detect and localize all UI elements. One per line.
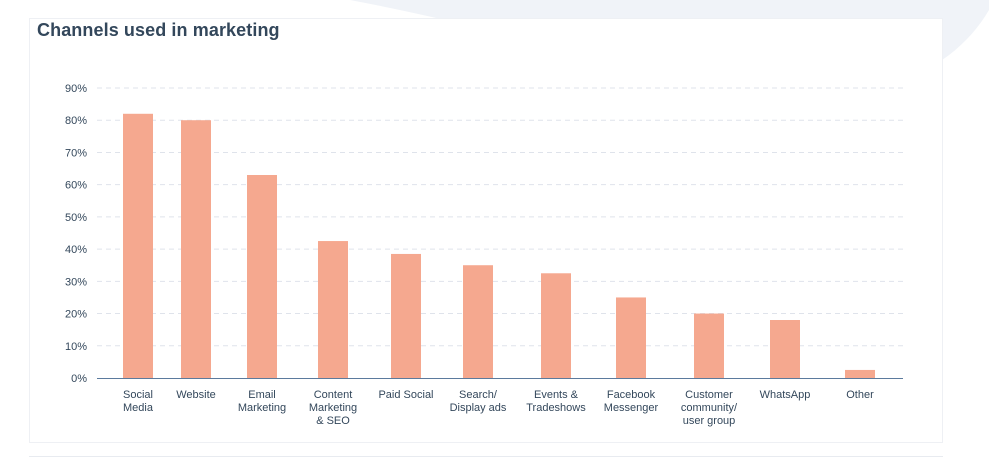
y-tick-label: 20% (65, 309, 87, 321)
chart-title: Channels used in marketing (37, 20, 280, 40)
bar (391, 253, 421, 378)
y-tick-label: 30% (65, 276, 87, 288)
bar (247, 175, 277, 378)
x-tick-label: Search/Display ads (450, 389, 507, 414)
bar (845, 369, 875, 378)
x-tick-label: Social Media (123, 389, 154, 414)
x-tick-label: Content Marketing & SEO (309, 389, 357, 427)
y-tick-label: 0% (71, 373, 87, 385)
y-tick-label: 10% (65, 341, 87, 353)
bar (541, 273, 571, 378)
x-tick-label: Email Marketing (238, 389, 286, 414)
y-tick-label: 50% (65, 212, 87, 224)
x-tick-label: Customer community/user group (681, 389, 738, 427)
y-tick-label: 60% (65, 180, 87, 192)
y-tick-label: 40% (65, 244, 87, 256)
bar (181, 120, 211, 378)
bar (616, 297, 646, 378)
bar (694, 313, 724, 378)
y-tick-label: 80% (65, 115, 87, 127)
bar (318, 241, 348, 378)
bar (770, 320, 800, 378)
x-tick-label: Other (846, 389, 874, 401)
bar (123, 113, 153, 379)
x-tick-label: Events & Tradeshows (526, 389, 586, 414)
x-tick-label: Website (176, 389, 216, 401)
x-tick-label: Facebook Messenger (604, 389, 659, 414)
y-tick-label: 90% (65, 83, 87, 95)
y-tick-label: 70% (65, 147, 87, 159)
x-tick-label: WhatsApp (760, 389, 811, 401)
x-tick-label: Paid Social (378, 389, 433, 401)
bar (463, 265, 493, 378)
card-divider (29, 456, 943, 457)
